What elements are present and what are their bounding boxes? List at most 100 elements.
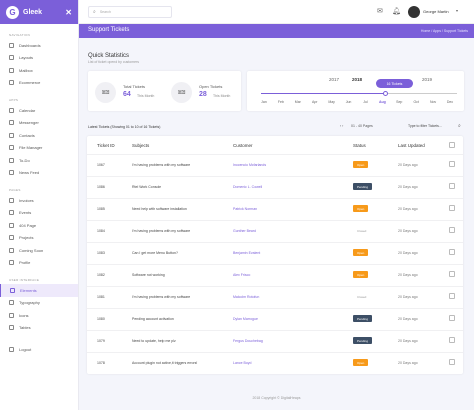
sidebar-item-tables[interactable]: Tables: [0, 322, 78, 335]
sidebar-item-ecommerce[interactable]: Ecommerce: [0, 77, 78, 90]
notification-icon[interactable]: ✉: [377, 8, 383, 15]
events-icon: [9, 210, 14, 216]
customer-link[interactable]: Patrick Norman: [233, 207, 258, 211]
customer-link[interactable]: Benjamin Evalent: [233, 251, 261, 255]
customer-link[interactable]: Gunther Beard: [233, 229, 256, 233]
select-all-checkbox[interactable]: [449, 142, 455, 148]
search-input[interactable]: ⌕ Search: [88, 6, 172, 18]
sidebar-item-calendar[interactable]: Calendar: [0, 104, 78, 117]
year-next[interactable]: 2019: [422, 77, 433, 82]
month-jul[interactable]: Jul: [363, 100, 368, 104]
filter-search-icon[interactable]: ⌕: [458, 123, 461, 129]
row-checkbox[interactable]: [449, 337, 455, 343]
sidebar-item-layouts[interactable]: Layouts: [0, 52, 78, 65]
sidebar-item-profile[interactable]: Profile: [0, 257, 78, 270]
customer-link[interactable]: Domenic L. Cowell: [233, 185, 263, 189]
filter-input[interactable]: Type to filter Tickets...: [408, 124, 442, 128]
row-checkbox[interactable]: [449, 315, 455, 321]
sidebar-item-invoices[interactable]: Invoices: [0, 194, 78, 207]
month-oct[interactable]: Oct: [413, 100, 419, 104]
chevron-down-icon[interactable]: ▾: [456, 8, 459, 13]
table-row[interactable]: 1067 I'm having problems with my softwar…: [87, 154, 463, 176]
ticket-subject[interactable]: I'm having problems with my software: [132, 163, 191, 167]
sidebar-item-projects[interactable]: Projects: [0, 232, 78, 245]
pagination-arrows-icon[interactable]: ‹ ›: [340, 124, 344, 128]
table-row[interactable]: 1085 Need help with software installatio…: [87, 198, 463, 220]
sidebar-item-file-manager[interactable]: File Manager: [0, 142, 78, 155]
customer-link[interactable]: Malcolm Rotofun: [233, 295, 260, 299]
table-row[interactable]: 1084 I'm having problems with my softwar…: [87, 220, 463, 242]
table-row[interactable]: 1086 Rtel Work Console Domenic L. Cowell…: [87, 176, 463, 198]
page-range[interactable]: 01 - 40 Pages: [351, 124, 373, 128]
row-checkbox[interactable]: [449, 183, 455, 189]
sidebar-item-icons[interactable]: Icons: [0, 309, 78, 322]
customer-link[interactable]: Alex Frisco: [233, 273, 251, 277]
row-checkbox[interactable]: [449, 359, 455, 365]
sidebar-item-coming-soon[interactable]: Coming Soon: [0, 244, 78, 257]
sidebar-item-label: Tables: [19, 325, 31, 331]
sidebar-item-404-page[interactable]: 404 Page: [0, 219, 78, 232]
table-row[interactable]: 1079 Need to update, help me plz Fergus …: [87, 330, 463, 352]
row-checkbox[interactable]: [449, 249, 455, 255]
row-checkbox[interactable]: [449, 227, 455, 233]
row-checkbox[interactable]: [449, 271, 455, 277]
customer-link[interactable]: Dylan Marrogue: [233, 317, 258, 321]
ticket-subject[interactable]: I'm having problems with my software: [132, 295, 191, 299]
sidebar-item-typography[interactable]: Typography: [0, 297, 78, 310]
sidebar-toggle-icon[interactable]: ✕: [65, 7, 72, 17]
user-icon: [9, 260, 14, 266]
ticket-subject[interactable]: Can I get more Menu Button?: [132, 251, 178, 255]
ticket-subject[interactable]: Software not working: [132, 273, 165, 277]
sidebar-item-logout[interactable]: Logout: [0, 343, 78, 356]
month-sep[interactable]: Sep: [396, 100, 403, 104]
tickets-table: Ticket ID Subjects Customer Status Last …: [87, 136, 463, 374]
row-checkbox[interactable]: [449, 205, 455, 211]
sidebar-item-elements[interactable]: Elements: [0, 284, 78, 297]
month-jun[interactable]: Jun: [345, 100, 352, 104]
sidebar-item-events[interactable]: Events: [0, 207, 78, 220]
sidebar-item-contacts[interactable]: Contacts: [0, 129, 78, 142]
month-feb[interactable]: Feb: [277, 100, 284, 104]
ticket-subject[interactable]: I'm having problems with my software: [132, 229, 191, 233]
sidebar-item-mailbox[interactable]: Mailbox: [0, 64, 78, 77]
sidebar-item-news-feed[interactable]: News Feed: [0, 167, 78, 180]
row-checkbox[interactable]: [449, 293, 455, 299]
ticket-subject[interactable]: Need to update, help me plz: [132, 339, 176, 343]
month-may[interactable]: May: [328, 100, 335, 104]
customer-link[interactable]: Fergus Douchebag: [233, 339, 263, 343]
month-nov[interactable]: Nov: [429, 100, 437, 104]
ticket-subject[interactable]: Account plugin not active,it triggers er…: [132, 361, 198, 365]
customer-link[interactable]: Lance Boyd: [233, 361, 252, 365]
sidebar-item-messenger[interactable]: Messenger: [0, 117, 78, 130]
user-name[interactable]: George Martin: [423, 9, 449, 14]
sidebar-item-to-do[interactable]: To-Do: [0, 154, 78, 167]
ticket-subject[interactable]: Need help with software installation: [132, 207, 187, 211]
ticket-id: 1082: [97, 273, 105, 277]
ticket-subject[interactable]: Rtel Work Console: [132, 185, 162, 189]
typography-icon: [9, 300, 14, 306]
table-row[interactable]: 1080 Pending account activation Dylan Ma…: [87, 308, 463, 330]
bell-icon[interactable]: 🔔︎: [392, 8, 401, 15]
col-subjects: Subjects: [132, 143, 150, 148]
month-apr[interactable]: Apr: [311, 100, 318, 104]
month-mar[interactable]: Mar: [294, 100, 301, 104]
month-slider-card: 2017 2018 2019 16 Tickets Jan Feb Mar Apr Ma…: [247, 71, 464, 111]
customer-link[interactable]: Inocencio Mcfarlands: [233, 163, 267, 167]
slider-handle[interactable]: [383, 91, 389, 96]
contacts-icon: [9, 132, 14, 138]
table-row[interactable]: 1082 Software not working Alex Frisco Op…: [87, 264, 463, 286]
avatar[interactable]: [408, 6, 420, 18]
year-current[interactable]: 2018: [352, 77, 363, 82]
table-row[interactable]: 1083 Can I get more Menu Button? Benjami…: [87, 242, 463, 264]
row-checkbox[interactable]: [449, 161, 455, 167]
month-jan[interactable]: Jan: [261, 100, 267, 104]
month-aug[interactable]: Aug: [378, 100, 386, 104]
year-prev[interactable]: 2017: [329, 77, 340, 82]
breadcrumb[interactable]: Home / Apps / Support Tickets: [420, 29, 468, 33]
sidebar-item-label: To-Do: [19, 157, 30, 163]
table-row[interactable]: 1078 Account plugin not active,it trigge…: [87, 352, 463, 374]
sidebar-item-dashboards[interactable]: Dashboards: [0, 39, 78, 52]
month-dec[interactable]: Dec: [446, 100, 454, 104]
table-row[interactable]: 1081 I'm having problems with my softwar…: [87, 286, 463, 308]
ticket-subject[interactable]: Pending account activation: [132, 317, 174, 321]
